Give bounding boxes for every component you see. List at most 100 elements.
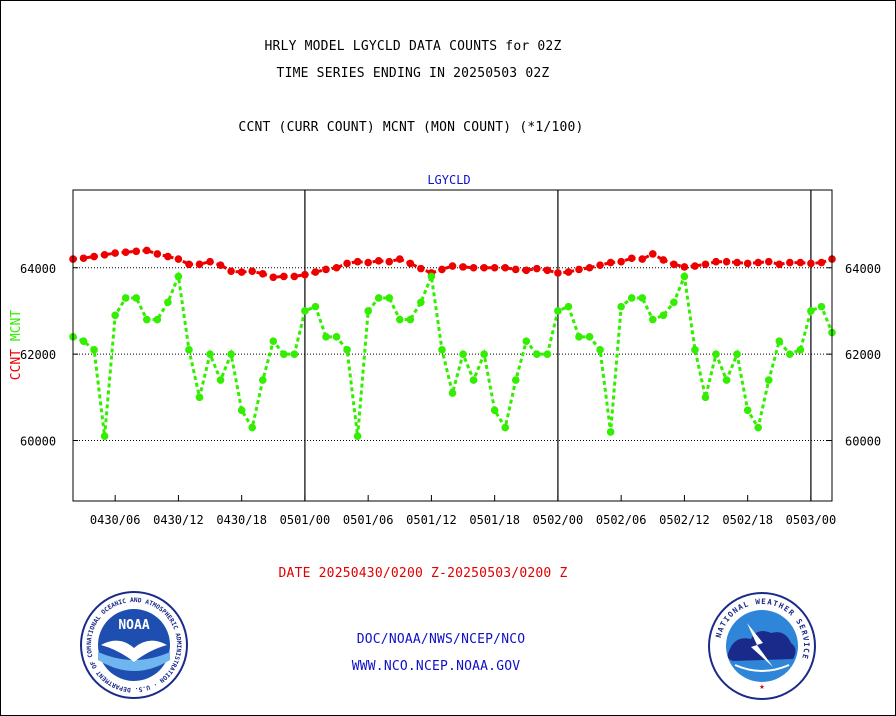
point-ccnt-15 (227, 267, 235, 276)
point-ccnt-63 (733, 258, 741, 267)
x-tick-label-0501/00: 0501/00 (280, 513, 331, 527)
y-tick-label-left-60000: 60000 (20, 435, 56, 449)
svg-text:NOAA: NOAA (118, 618, 149, 633)
point-ccnt-61 (712, 257, 720, 266)
point-mcnt-64 (743, 406, 752, 415)
point-mcnt-20 (280, 350, 288, 358)
point-mcnt-69 (796, 346, 805, 354)
point-ccnt-71 (817, 258, 826, 267)
point-mcnt-62 (722, 376, 731, 384)
point-ccnt-51 (606, 258, 615, 267)
point-mcnt-25 (332, 333, 341, 341)
x-tick-label-0501/06: 0501/06 (343, 513, 394, 527)
point-mcnt-12 (195, 393, 204, 402)
x-tick-label-0502/18: 0502/18 (722, 513, 773, 527)
point-ccnt-47 (564, 268, 573, 276)
point-ccnt-9 (164, 252, 172, 261)
point-mcnt-2 (90, 346, 98, 354)
point-mcnt-4 (111, 311, 119, 320)
point-ccnt-45 (543, 266, 552, 275)
point-mcnt-37 (459, 350, 467, 358)
point-mcnt-23 (311, 302, 320, 311)
point-mcnt-35 (438, 346, 446, 354)
y-tick-label-right-64000: 64000 (845, 262, 881, 276)
point-ccnt-29 (374, 257, 383, 265)
point-mcnt-34 (427, 272, 436, 281)
point-mcnt-17 (248, 423, 257, 432)
point-mcnt-29 (374, 294, 383, 302)
point-mcnt-19 (269, 337, 278, 345)
footer-link-website[interactable]: WWW.NCO.NCEP.NOAA.GOV (351, 659, 521, 674)
noaa-logo: NOAA NATIONAL OCEANIC AND ATMOSPHERIC AD… (79, 590, 188, 699)
chart-title: LGYCLD (427, 173, 470, 187)
y-tick-label-right-62000: 62000 (845, 348, 881, 362)
point-ccnt-64 (743, 259, 752, 268)
point-ccnt-49 (585, 263, 594, 272)
point-ccnt-48 (575, 265, 583, 274)
footer-link-doc[interactable]: DOC/NOAA/NWS/NCEP/NCO (356, 632, 526, 647)
point-mcnt-52 (617, 302, 625, 311)
y-tick-label-left-62000: 62000 (20, 348, 56, 362)
point-mcnt-5 (121, 294, 130, 302)
point-mcnt-15 (227, 350, 235, 358)
point-ccnt-32 (406, 259, 415, 268)
point-mcnt-46 (554, 307, 562, 315)
point-mcnt-31 (395, 315, 404, 324)
point-ccnt-35 (438, 265, 446, 274)
point-mcnt-9 (164, 298, 172, 307)
point-mcnt-33 (417, 298, 425, 307)
point-mcnt-16 (237, 406, 246, 415)
point-ccnt-7 (142, 246, 151, 255)
point-mcnt-39 (480, 350, 488, 358)
point-mcnt-30 (385, 294, 394, 302)
point-mcnt-36 (448, 389, 457, 397)
point-mcnt-22 (301, 307, 309, 315)
point-mcnt-3 (100, 432, 109, 441)
x-tick-label-0430/06: 0430/06 (90, 513, 141, 527)
x-tick-label-0502/06: 0502/06 (596, 513, 647, 527)
point-ccnt-19 (269, 273, 278, 282)
point-ccnt-43 (522, 266, 531, 275)
point-ccnt-3 (100, 250, 109, 259)
x-tick-label-0430/18: 0430/18 (216, 513, 267, 527)
point-mcnt-68 (786, 350, 794, 358)
point-ccnt-21 (290, 272, 299, 281)
point-ccnt-50 (596, 261, 604, 269)
y-axis-label-ccnt: CCNT (9, 349, 24, 380)
point-mcnt-43 (522, 337, 531, 345)
point-mcnt-50 (596, 346, 604, 354)
point-mcnt-59 (691, 346, 699, 354)
point-ccnt-18 (258, 269, 267, 278)
point-mcnt-57 (670, 298, 678, 307)
point-ccnt-40 (490, 263, 499, 272)
point-mcnt-26 (343, 346, 351, 354)
point-mcnt-44 (533, 350, 541, 358)
plot-area-border (72, 189, 833, 502)
point-ccnt-38 (469, 263, 478, 272)
point-ccnt-69 (796, 258, 805, 267)
point-ccnt-42 (511, 265, 520, 274)
point-ccnt-46 (554, 269, 562, 277)
point-mcnt-10 (174, 272, 183, 281)
point-ccnt-67 (775, 260, 784, 269)
y-tick-label-left-64000: 64000 (20, 262, 56, 276)
point-mcnt-27 (353, 432, 362, 441)
y-axis-label: CCNT MCNT (9, 310, 24, 381)
point-mcnt-38 (469, 376, 478, 384)
point-ccnt-44 (533, 264, 541, 273)
point-ccnt-65 (754, 258, 763, 267)
point-mcnt-1 (79, 337, 88, 345)
point-mcnt-67 (775, 337, 784, 345)
point-ccnt-37 (459, 263, 467, 271)
point-ccnt-31 (395, 255, 404, 263)
point-ccnt-27 (353, 257, 362, 266)
x-tick-label-0502/12: 0502/12 (659, 513, 710, 527)
x-tick-label-0501/12: 0501/12 (406, 513, 457, 527)
point-ccnt-10 (174, 255, 183, 263)
point-ccnt-8 (153, 250, 162, 258)
date-range-label: DATE 20250430/0200 Z-20250503/0200 Z (278, 566, 568, 581)
x-tick-label-0430/12: 0430/12 (153, 513, 204, 527)
x-tick-label-0501/18: 0501/18 (469, 513, 520, 527)
point-ccnt-17 (248, 267, 257, 276)
